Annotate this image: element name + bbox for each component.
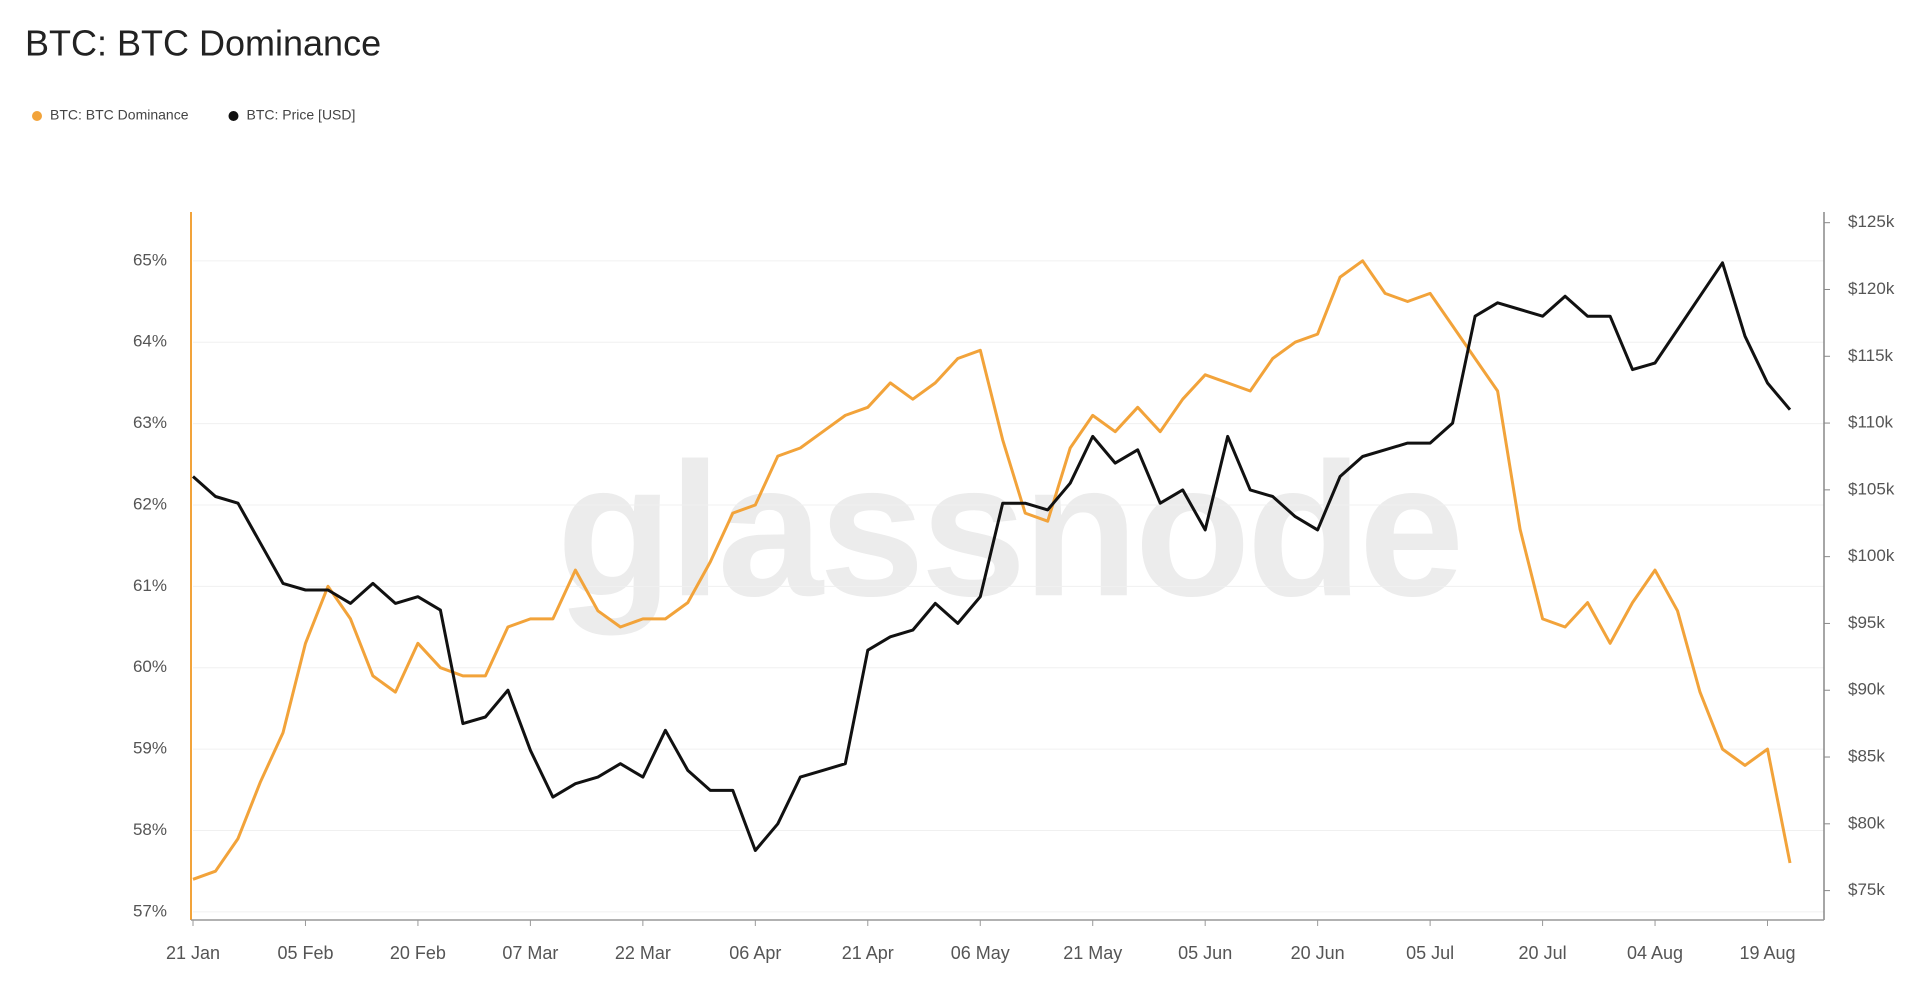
x-tick-label: 19 Aug bbox=[1739, 943, 1795, 963]
y-tick-label: 64% bbox=[133, 332, 167, 351]
x-tick-label: 05 Feb bbox=[277, 943, 333, 963]
x-tick-label: 22 Mar bbox=[615, 943, 671, 963]
x-tick-label: 06 Apr bbox=[729, 943, 781, 963]
y2-tick-label: $115k bbox=[1848, 346, 1894, 365]
x-tick-label: 20 Feb bbox=[390, 943, 446, 963]
legend-marker bbox=[32, 111, 42, 121]
y2-tick-label: $90k bbox=[1848, 680, 1885, 699]
x-tick-label: 04 Aug bbox=[1627, 943, 1683, 963]
y-tick-label: 60% bbox=[133, 657, 167, 676]
series-line bbox=[192, 261, 1792, 852]
x-tick-label: 21 Jan bbox=[166, 943, 220, 963]
legend-label: BTC: BTC Dominance bbox=[50, 107, 189, 123]
y-tick-label: 63% bbox=[133, 413, 167, 432]
x-tick-label: 07 Mar bbox=[502, 943, 558, 963]
y2-tick-label: $85k bbox=[1848, 747, 1885, 766]
y2-tick-label: $110k bbox=[1848, 413, 1894, 432]
watermark: glassnode bbox=[557, 424, 1461, 636]
y2-tick-label: $125k bbox=[1848, 212, 1895, 231]
x-tick-label: 21 May bbox=[1063, 943, 1122, 963]
x-tick-label: 05 Jun bbox=[1178, 943, 1232, 963]
y2-tick-label: $75k bbox=[1848, 880, 1885, 899]
x-tick-label: 05 Jul bbox=[1406, 943, 1454, 963]
legend-marker bbox=[228, 111, 239, 121]
legend-label: BTC: Price [USD] bbox=[246, 107, 355, 123]
x-tick-label: 21 Apr bbox=[842, 943, 894, 963]
y2-tick-label: $95k bbox=[1848, 613, 1885, 632]
x-tick-label: 20 Jul bbox=[1519, 943, 1567, 963]
y-tick-label: 57% bbox=[133, 901, 167, 920]
y-tick-label: 58% bbox=[133, 820, 167, 839]
x-tick-label: 06 May bbox=[951, 943, 1010, 963]
y2-tick-label: $80k bbox=[1848, 813, 1885, 832]
y2-tick-label: $100k bbox=[1848, 546, 1895, 565]
x-tick-label: 20 Jun bbox=[1291, 943, 1345, 963]
chart-title: BTC: BTC Dominance bbox=[25, 23, 381, 64]
y-tick-label: 61% bbox=[133, 576, 167, 595]
y2-tick-label: $105k bbox=[1848, 479, 1895, 498]
y-tick-label: 59% bbox=[133, 739, 167, 758]
series-line bbox=[192, 259, 1792, 881]
y2-tick-label: $120k bbox=[1848, 279, 1895, 298]
y-tick-label: 65% bbox=[133, 250, 167, 269]
y-tick-label: 62% bbox=[133, 494, 167, 513]
